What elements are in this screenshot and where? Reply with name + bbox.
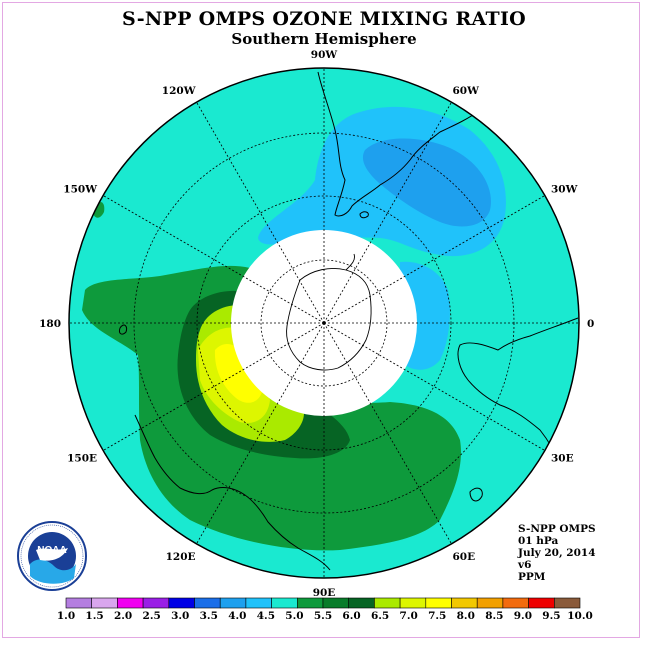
- scale-swatch: [553, 597, 581, 609]
- scale-swatch: [91, 597, 118, 609]
- meridian-line-inner: [277, 242, 325, 324]
- info-units: PPM: [518, 571, 546, 583]
- page-subtitle: Southern Hemisphere: [231, 30, 417, 48]
- scale-swatch: [65, 597, 93, 609]
- coast-antarctica-inner: [286, 268, 372, 371]
- longitude-label: 90W: [311, 49, 338, 61]
- scale-tick-label: 8.5: [485, 610, 503, 622]
- scale-tick-label: 5.5: [314, 610, 332, 622]
- meridian-line-inner: [323, 242, 371, 324]
- scale-tick-label: 1.5: [85, 610, 103, 622]
- scale-tick-label: 6.5: [371, 610, 389, 622]
- longitude-label: 120W: [162, 85, 196, 97]
- south-pole-dot: [322, 321, 326, 325]
- scale-swatch: [425, 597, 452, 609]
- meridian-line-inner: [323, 322, 371, 404]
- scale-swatch: [117, 597, 144, 609]
- scale-tick-label: 10.0: [567, 610, 593, 622]
- meridian-line: [196, 322, 325, 545]
- coast-madagascar: [469, 487, 483, 502]
- info-date: July 20, 2014: [518, 547, 596, 559]
- meridian-line-inner: [243, 322, 325, 370]
- meridian-line-inner: [277, 322, 325, 404]
- scale-swatch: [476, 597, 504, 609]
- longitude-label: 180: [39, 318, 61, 330]
- meridian-line: [196, 101, 325, 324]
- longitude-label: 30W: [551, 184, 578, 196]
- meridian-line: [323, 322, 452, 545]
- scale-swatch: [219, 597, 247, 609]
- meridian-line-inner: [323, 276, 405, 324]
- scale-tick-label: 2.0: [114, 610, 132, 622]
- scale-tick-label: 6.0: [342, 610, 360, 622]
- figure-frame: [2, 2, 640, 638]
- logo-lettering: NOAA: [37, 545, 66, 556]
- longitude-label: 30E: [551, 453, 574, 465]
- scale-swatch: [322, 597, 350, 609]
- scale-tick-label: 9.5: [542, 610, 560, 622]
- coast-australia: [134, 414, 331, 571]
- longitude-label: 150E: [67, 453, 97, 465]
- info-level: 01 hPa: [518, 535, 559, 547]
- meridian-line: [102, 195, 325, 324]
- meridian-line: [102, 322, 325, 451]
- scale-swatch: [194, 597, 221, 609]
- field-lower-blue: [362, 138, 491, 227]
- meridian-line: [323, 101, 452, 324]
- longitude-label: 90E: [313, 587, 336, 599]
- info-block: S-NPP OMPS 01 hPa July 20, 2014 v6 PPM: [518, 523, 596, 583]
- longitude-label: 60E: [453, 551, 476, 563]
- field-yellow: [214, 344, 262, 403]
- coast-south-america: [317, 71, 501, 217]
- scale-swatch: [399, 597, 427, 609]
- meridian-line-inner: [243, 276, 325, 324]
- scale-tick-label: 5.0: [285, 610, 303, 622]
- longitude-label: 60W: [453, 85, 480, 97]
- scale-tick-label: 7.5: [428, 610, 446, 622]
- scale-swatch: [245, 597, 272, 609]
- scale-tick-label: 4.5: [257, 610, 275, 622]
- longitude-label: 120E: [166, 551, 196, 563]
- longitude-label: 0: [587, 318, 594, 330]
- info-instrument: S-NPP OMPS: [518, 523, 596, 535]
- noaa-logo: NOAA: [17, 521, 87, 591]
- coast-peninsula: [345, 253, 355, 271]
- meridian-line-inner: [323, 322, 405, 370]
- coast-new-zealand: [119, 324, 127, 335]
- scale-swatch: [348, 597, 375, 609]
- scale-tick-label: 9.0: [514, 610, 532, 622]
- scale-tick-label: 1.0: [57, 610, 75, 622]
- longitude-label: 150W: [63, 184, 97, 196]
- scale-tick-label: 4.0: [228, 610, 246, 622]
- scale-swatch: [528, 597, 555, 609]
- meridian-line: [323, 195, 546, 324]
- scale-swatch: [271, 597, 298, 609]
- scale-swatch: [168, 597, 195, 609]
- scale-tick-label: 3.5: [200, 610, 218, 622]
- page-title: S-NPP OMPS OZONE MIXING RATIO: [121, 8, 527, 30]
- scale-tick-label: 7.0: [400, 610, 418, 622]
- scale-swatch: [374, 597, 401, 609]
- scale-swatch: [451, 597, 478, 609]
- scale-tick-label: 8.0: [457, 610, 475, 622]
- scale-swatch: [296, 597, 324, 609]
- map-border: [68, 67, 580, 579]
- scale-tick-label: 2.5: [143, 610, 161, 622]
- meridian-line: [323, 322, 546, 451]
- scale-tick-label: 3.0: [171, 610, 189, 622]
- coast-africa: [457, 317, 579, 466]
- scale-swatch: [502, 597, 529, 609]
- info-version: v6: [518, 559, 532, 571]
- coast-falklands: [359, 211, 369, 219]
- scale-swatch: [142, 597, 170, 609]
